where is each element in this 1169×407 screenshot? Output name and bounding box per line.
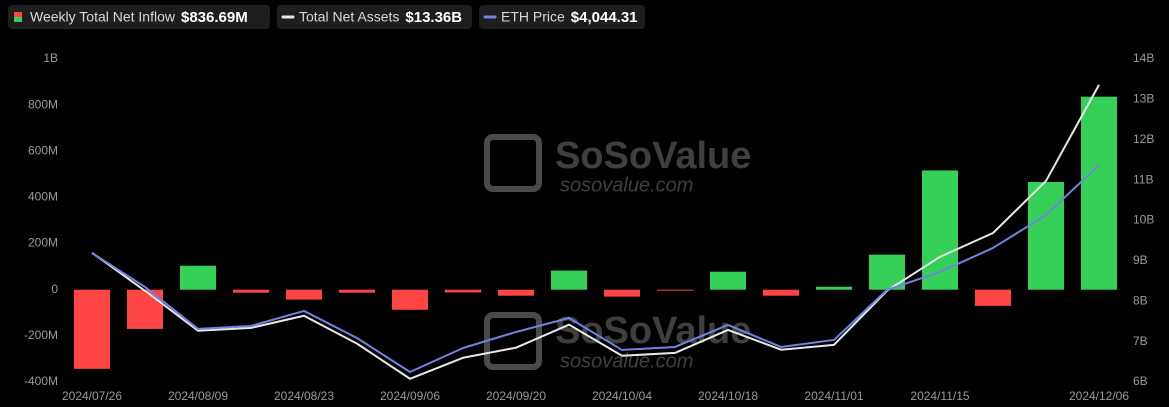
bar <box>763 289 799 296</box>
legend-item <box>277 5 472 29</box>
y2-tick-label: 14B <box>1133 51 1154 65</box>
bar <box>445 289 481 293</box>
watermark-brand: SoSoValue <box>555 135 751 177</box>
bar <box>551 270 587 290</box>
y-tick-label: -200M <box>24 328 58 342</box>
bar <box>180 265 216 290</box>
y2-tick-label: 6B <box>1133 374 1148 388</box>
bar <box>604 289 640 297</box>
watermarks: SoSoValue sosovalue.com SoSoValue sosova… <box>484 134 751 372</box>
bar <box>922 170 958 290</box>
y2-tick-label: 13B <box>1133 92 1154 106</box>
watermark-brand: SoSoValue <box>555 310 751 352</box>
legend-label: Total Net Assets <box>299 9 399 25</box>
legend-item <box>8 5 270 29</box>
bar <box>657 289 693 291</box>
legend-value: $13.36B <box>405 9 462 26</box>
y2-tick-label: 8B <box>1133 293 1148 307</box>
x-tick-label: 2024/11/15 <box>910 389 969 403</box>
bar <box>1028 181 1064 290</box>
line-series <box>91 164 1100 373</box>
legend-label: Weekly Total Net Inflow <box>30 9 176 25</box>
legend-item <box>479 5 645 29</box>
bar <box>127 289 163 329</box>
x-tick-label: 2024/10/04 <box>592 389 652 403</box>
x-tick-label: 2024/09/06 <box>380 389 440 403</box>
legend-label: ETH Price <box>501 9 565 25</box>
y2-tick-label: 10B <box>1133 213 1154 227</box>
bar <box>816 286 852 290</box>
bar <box>392 289 428 310</box>
x-tick-label: 2024/08/09 <box>168 389 228 403</box>
x-tick-label: 2024/08/23 <box>274 389 334 403</box>
x-tick-label: 2024/11/01 <box>804 389 863 403</box>
watermark-site: sosovalue.com <box>560 350 693 372</box>
bar <box>233 289 269 293</box>
x-tick-label: 2024/12/06 <box>1069 389 1129 403</box>
watermark-logo <box>484 134 542 192</box>
line-series <box>91 84 1100 380</box>
legend-value: $4,044.31 <box>571 9 638 26</box>
x-tick-label: 2024/09/20 <box>486 389 546 403</box>
bar <box>975 289 1011 306</box>
y-tick-label: -400M <box>24 374 58 388</box>
y-tick-label: 0 <box>51 282 58 296</box>
y2-tick-label: 12B <box>1133 132 1154 146</box>
bar <box>710 271 746 290</box>
bar <box>498 289 534 296</box>
y-tick-label: 1B <box>43 51 58 65</box>
y2-tick-label: 11B <box>1133 172 1153 186</box>
y-tick-label: 600M <box>28 143 58 157</box>
bar <box>74 289 110 369</box>
bar <box>339 289 375 293</box>
watermark-site: sosovalue.com <box>560 174 693 196</box>
y-tick-label: 200M <box>28 236 58 250</box>
legend-swatch <box>14 12 22 17</box>
y2-tick-label: 7B <box>1133 334 1148 348</box>
y2-tick-label: 9B <box>1133 253 1148 267</box>
bar <box>286 289 322 300</box>
legend-value: $836.69M <box>181 9 248 26</box>
y-tick-label: 400M <box>28 190 58 204</box>
y-tick-label: 800M <box>28 97 58 111</box>
bar <box>1081 96 1117 290</box>
bar <box>869 254 905 290</box>
x-tick-label: 2024/10/18 <box>698 389 758 403</box>
legend-swatch <box>14 17 22 22</box>
x-tick-label: 2024/07/26 <box>62 389 122 403</box>
